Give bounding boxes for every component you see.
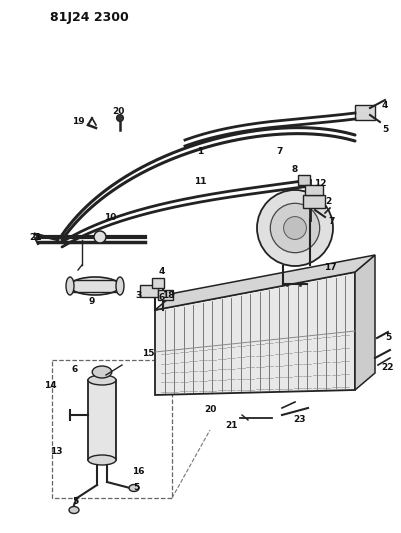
Circle shape xyxy=(284,216,306,239)
Text: 20: 20 xyxy=(204,406,216,415)
Text: 5: 5 xyxy=(382,125,388,134)
Text: 18: 18 xyxy=(162,290,174,300)
Text: 7: 7 xyxy=(277,148,283,157)
Ellipse shape xyxy=(129,484,139,491)
Text: 12: 12 xyxy=(314,179,326,188)
Text: 7: 7 xyxy=(329,217,335,227)
Text: 23: 23 xyxy=(294,416,306,424)
Text: 16: 16 xyxy=(132,467,144,477)
Bar xyxy=(52,360,172,498)
Text: 17: 17 xyxy=(324,263,336,272)
Polygon shape xyxy=(355,255,375,390)
Ellipse shape xyxy=(92,366,112,378)
Circle shape xyxy=(257,190,333,266)
Polygon shape xyxy=(155,255,375,310)
Circle shape xyxy=(94,231,106,243)
Polygon shape xyxy=(155,272,355,395)
Text: 5: 5 xyxy=(133,483,139,492)
Text: 5: 5 xyxy=(72,497,78,506)
Text: 5: 5 xyxy=(385,334,391,343)
Text: 14: 14 xyxy=(44,381,56,390)
Ellipse shape xyxy=(88,455,116,465)
Text: 2: 2 xyxy=(325,198,331,206)
Bar xyxy=(303,195,325,208)
Text: 8: 8 xyxy=(292,166,298,174)
Text: 10: 10 xyxy=(104,214,116,222)
Text: 81J24 2300: 81J24 2300 xyxy=(50,12,129,25)
Text: 21: 21 xyxy=(29,233,41,243)
Text: 15: 15 xyxy=(142,349,154,358)
Text: 19: 19 xyxy=(72,117,84,126)
Text: 6: 6 xyxy=(159,294,165,303)
Text: 22: 22 xyxy=(382,364,394,373)
Text: 6: 6 xyxy=(72,366,78,375)
Ellipse shape xyxy=(70,277,120,295)
Ellipse shape xyxy=(88,375,116,385)
Text: 4: 4 xyxy=(382,101,388,109)
Bar xyxy=(158,290,173,300)
Text: 21: 21 xyxy=(226,421,238,430)
Bar xyxy=(140,285,158,297)
Text: 1: 1 xyxy=(197,148,203,157)
Text: 20: 20 xyxy=(112,108,124,117)
Bar xyxy=(88,380,116,460)
Ellipse shape xyxy=(116,277,124,295)
Text: 11: 11 xyxy=(194,177,206,187)
Ellipse shape xyxy=(69,506,79,513)
Bar xyxy=(305,185,323,195)
Text: 13: 13 xyxy=(50,448,62,456)
Ellipse shape xyxy=(66,277,74,295)
Bar xyxy=(298,175,310,185)
Text: 3: 3 xyxy=(135,290,141,300)
Bar xyxy=(152,278,164,288)
Circle shape xyxy=(117,115,124,122)
Bar xyxy=(355,105,375,120)
Circle shape xyxy=(270,203,320,253)
Text: 9: 9 xyxy=(89,297,95,306)
Text: 4: 4 xyxy=(159,268,165,277)
